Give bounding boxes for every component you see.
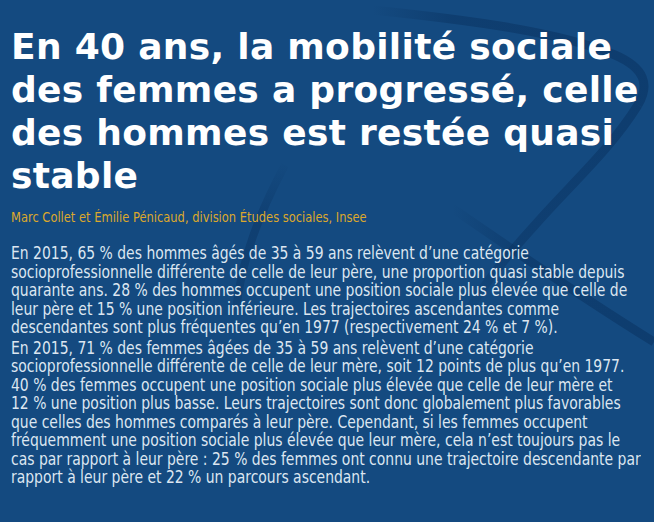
title-line: En 40 ans, la mobilité sociale bbox=[11, 25, 654, 68]
title-line: des femmes a progressé, celle bbox=[11, 68, 654, 111]
abstract-paragraph-1: En 2015, 65 % des hommes âgés de 35 à 59… bbox=[11, 244, 654, 337]
insee-article-header: En 40 ans, la mobilité sociale des femme… bbox=[0, 0, 654, 522]
article-title: En 40 ans, la mobilité sociale des femme… bbox=[11, 25, 654, 197]
title-line: des hommes est restée quasi bbox=[11, 111, 654, 154]
article-byline: Marc Collet et Émilie Pénicaud, division… bbox=[11, 209, 654, 225]
title-line: stable bbox=[11, 154, 654, 197]
abstract-paragraph-2: En 2015, 71 % des femmes âgées de 35 à 5… bbox=[11, 339, 654, 487]
article-abstract: En 2015, 65 % des hommes âgés de 35 à 59… bbox=[11, 244, 654, 487]
